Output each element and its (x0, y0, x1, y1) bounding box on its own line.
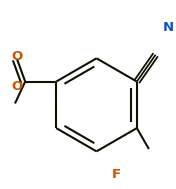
Text: O: O (11, 80, 22, 93)
Text: N: N (163, 21, 174, 34)
Text: F: F (112, 168, 121, 181)
Text: O: O (11, 50, 22, 64)
